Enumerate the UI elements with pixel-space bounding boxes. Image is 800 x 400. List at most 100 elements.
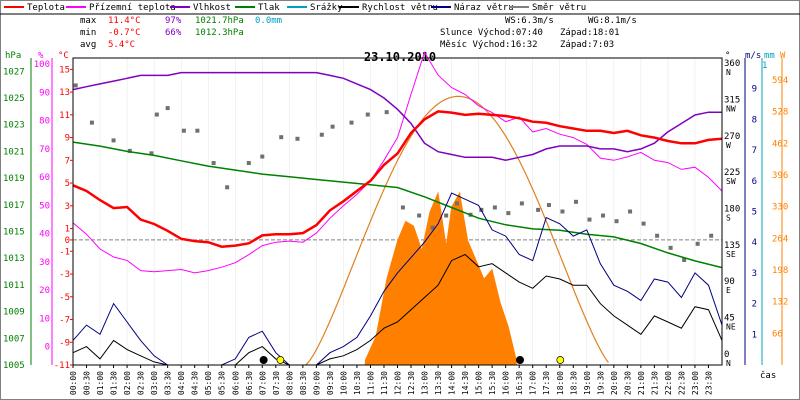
sun-moon-panel: WS:6.3m/s WG:8.1m/s Slunce Východ:07:40 … <box>440 16 637 50</box>
wind-direction-point <box>492 205 497 210</box>
tick-label-hpa: 1017 <box>3 201 25 211</box>
tick-label-direction: 135 <box>724 241 740 251</box>
x-tick-label: 22:30 <box>677 371 686 395</box>
stats-avg-label: avg <box>80 40 96 50</box>
wind-direction-point <box>519 201 524 206</box>
tick-label-pct: 90 <box>39 88 50 98</box>
tick-label-hpa: 1021 <box>3 147 25 157</box>
tick-label-pct: 50 <box>39 201 50 211</box>
x-tick-label: 15:00 <box>475 371 484 395</box>
x-tick-label: 17:30 <box>542 371 551 395</box>
legend-label-tlak: Tlak <box>258 3 280 13</box>
unit-wm2: W <box>780 51 786 61</box>
tick-label-pct: 100 <box>34 60 50 70</box>
wind-direction-point <box>154 112 159 117</box>
stats-min-label: min <box>80 28 96 38</box>
x-tick-label: 11:00 <box>366 371 375 395</box>
wind-direction-point <box>279 135 284 140</box>
wind-direction-point <box>506 211 511 216</box>
x-tick-label: 08:00 <box>285 371 294 395</box>
tick-label-hpa: 1015 <box>3 228 25 238</box>
x-tick-label: 01:30 <box>110 371 119 395</box>
x-tick-label: 06:30 <box>245 371 254 395</box>
tick-label-pct: 30 <box>39 258 50 268</box>
wind-direction-point <box>165 106 170 111</box>
x-tick-label: 02:00 <box>123 371 132 395</box>
x-tick-label: 21:30 <box>650 371 659 395</box>
tick-label-direction-name: W <box>726 141 731 150</box>
x-tick-label: 02:30 <box>137 371 146 395</box>
wind-direction-point <box>295 136 300 141</box>
tick-label-direction-name: NE <box>726 323 736 332</box>
chart-legend: Teplota Přízemní teplota Vlhkost Tlak Srážky… <box>4 3 586 13</box>
series-pressure-line <box>72 141 723 269</box>
x-tick-label: 06:00 <box>231 371 240 395</box>
info-sun: Slunce Východ:07:40 <box>440 28 543 38</box>
wind-direction-point <box>430 225 435 230</box>
tick-label-direction: 180 <box>724 205 740 215</box>
stats-min-temp: -0.7°C <box>108 28 141 38</box>
tick-label-degc: 0 <box>65 236 70 246</box>
x-tick-label: 09:30 <box>326 371 335 395</box>
x-tick-label: 16:30 <box>515 371 524 395</box>
info-sunset: Západ:18:01 <box>560 28 620 38</box>
tick-label-hpa: 1019 <box>3 174 25 184</box>
tick-label-pct: 40 <box>39 230 50 240</box>
legend-label-rychlost: Rychlost větru <box>362 3 438 13</box>
stats-max-rain: 0.0mm <box>255 16 282 26</box>
wind-direction-point <box>246 161 251 166</box>
moonset-marker <box>259 356 268 364</box>
tick-label-pct: 20 <box>39 286 50 296</box>
x-tick-label: 22:00 <box>664 371 673 395</box>
tick-label-degc: -11 <box>54 361 70 371</box>
tick-label-direction: 225 <box>724 168 740 178</box>
wind-direction-point <box>614 219 619 224</box>
tick-label-degc: 13 <box>59 88 70 98</box>
x-tick-label: 00:30 <box>83 371 92 395</box>
tick-label-direction: 315 <box>724 95 740 105</box>
tick-label-ms: 6 <box>752 177 757 187</box>
tick-label-direction: 90 <box>724 277 735 287</box>
tick-label-degc: 9 <box>65 134 70 144</box>
x-tick-label: 00:00 <box>69 371 78 395</box>
moonrise-marker <box>515 356 524 364</box>
tick-label-degc: 7 <box>65 156 70 166</box>
tick-label-degc: 11 <box>59 111 70 121</box>
wind-direction-point <box>349 120 354 125</box>
x-tick-label: 07:00 <box>258 371 267 395</box>
x-tick-label: 07:30 <box>272 371 281 395</box>
tick-label-direction-name: S <box>726 214 731 223</box>
tick-label-direction: 270 <box>724 132 740 142</box>
wind-direction-point <box>668 245 673 250</box>
wind-direction-point <box>330 124 335 129</box>
tick-label-pct: 0 <box>45 343 50 353</box>
tick-label-hpa: 1023 <box>3 121 25 131</box>
wind-direction-point <box>181 128 186 133</box>
x-tick-label: 10:00 <box>339 371 348 395</box>
stats-panel: max 11.4°C 97% 1021.7hPa 0.0mm min -0.7°… <box>80 16 282 50</box>
info-ws: WS:6.3m/s <box>505 16 554 26</box>
tick-label-hpa: 1005 <box>3 361 25 371</box>
wind-direction-point <box>260 154 265 159</box>
wind-direction-point <box>695 241 700 246</box>
tick-label-wm2: 264 <box>772 234 788 244</box>
stats-max-label: max <box>80 16 97 26</box>
tick-label-direction: 360 <box>724 59 740 69</box>
x-tick-label: 14:30 <box>461 371 470 395</box>
tick-label-hpa: 1027 <box>3 67 25 77</box>
wind-direction-point <box>682 257 687 262</box>
x-tick-label: 03:30 <box>164 371 173 395</box>
legend-label-naraz: Náraz větru <box>454 3 514 13</box>
info-moon: Měsíc Východ:16:32 <box>440 40 538 50</box>
tick-label-ms: 2 <box>752 300 757 310</box>
stats-max-press: 1021.7hPa <box>195 16 244 26</box>
x-tick-label: 04:00 <box>177 371 186 395</box>
wind-direction-point <box>365 112 370 117</box>
info-wg: WG:8.1m/s <box>588 16 637 26</box>
x-tick-label: 10:30 <box>353 371 362 395</box>
x-tick-label: 17:00 <box>529 371 538 395</box>
x-tick-label: 03:00 <box>150 371 159 395</box>
tick-label-direction-name: NW <box>726 104 736 113</box>
tick-label-direction-name: SE <box>726 250 736 259</box>
stats-max-hum: 97% <box>165 16 182 26</box>
